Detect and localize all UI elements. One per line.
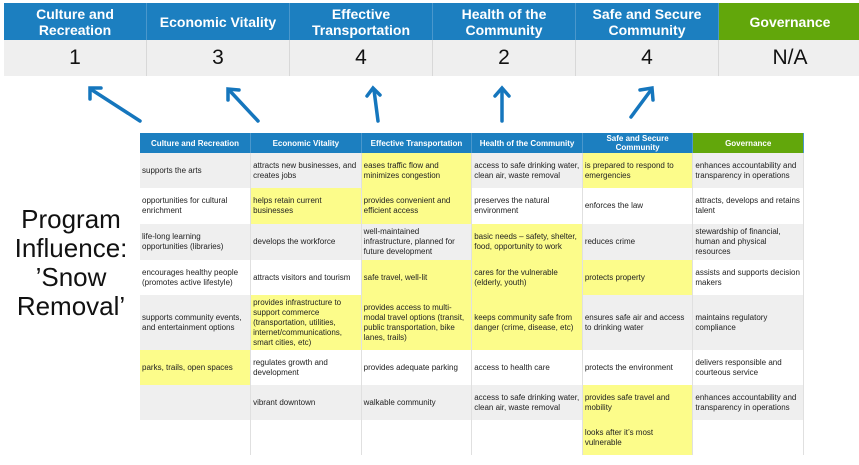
arrow-icon — [88, 86, 142, 123]
grid-cell: enhances accountability and transparency… — [692, 385, 804, 420]
category-header: Culture and Recreation — [4, 3, 147, 40]
grid-cell: parks, trails, open spaces — [140, 350, 252, 385]
label-line: Removal’ — [16, 291, 126, 321]
grid-cell: attracts, develops and retains talent — [692, 188, 804, 224]
table-row: parks, trails, open spaces regulates grow… — [140, 350, 804, 385]
grid-cell: provides convenient and efficient access — [361, 188, 473, 224]
grid-cell — [140, 420, 252, 455]
table-row: vibrant downtown walkable community access… — [140, 385, 804, 420]
grid-cell: basic needs – safety, shelter, food, opp… — [471, 224, 583, 260]
grid-cell: keeps community safe from danger (crime,… — [471, 295, 583, 350]
grid-cell: attracts new businesses, and creates job… — [250, 153, 362, 188]
category-header: Economic Vitality — [146, 3, 290, 40]
grid-cell: stewardship of financial, human and phys… — [692, 224, 804, 260]
grid-cell: vibrant downtown — [250, 385, 362, 420]
grid-cell: provides access to multi-modal travel op… — [361, 295, 473, 350]
grid-cell — [140, 385, 252, 420]
grid-cell: access to health care — [471, 350, 583, 385]
grid-cell: well-maintained infrastructure, planned … — [361, 224, 473, 260]
grid-cell: provides adequate parking — [361, 350, 473, 385]
grid-cell — [250, 420, 362, 455]
grid-cell: enhances accountability and transparency… — [692, 153, 804, 188]
grid-cell: supports community events, and entertain… — [140, 295, 252, 350]
grid-cell: protects the environment — [582, 350, 694, 385]
label-line: Influence: — [14, 233, 128, 263]
grid-cell — [361, 420, 473, 455]
grid-column-header: Economic Vitality — [250, 133, 362, 153]
category-score: 2 — [432, 40, 576, 76]
grid-cell: provides infrastructure to support comme… — [250, 295, 362, 350]
grid-column-header: Health of the Community — [471, 133, 583, 153]
grid-cell: eases traffic flow and minimizes congest… — [361, 153, 473, 188]
category-score: 4 — [289, 40, 433, 76]
grid-cell: regulates growth and development — [250, 350, 362, 385]
grid-column-header: Effective Transportation — [361, 133, 473, 153]
grid-cell: encourages healthy people (promotes acti… — [140, 260, 252, 295]
attributes-grid: Culture and Recreation Economic Vitality E… — [140, 133, 804, 455]
category-score: 3 — [146, 40, 290, 76]
table-row: opportunities for cultural enrichment hel… — [140, 188, 804, 224]
arrow-icon — [226, 87, 260, 123]
grid-cell: maintains regulatory compliance — [692, 295, 804, 350]
grid-cell: opportunities for cultural enrichment — [140, 188, 252, 224]
label-line: ’Snow — [35, 262, 107, 292]
grid-cell: access to safe drinking water, clean air… — [471, 153, 583, 188]
arrow-icon — [365, 85, 382, 123]
grid-column-header: Culture and Recreation — [140, 133, 252, 153]
grid-cell: is prepared to respond to emergencies — [582, 153, 694, 188]
grid-cell: delivers responsible and courteous servi… — [692, 350, 804, 385]
arrow-icon — [493, 85, 511, 123]
grid-cell: safe travel, well-lit — [361, 260, 473, 295]
table-row: looks after it’s most vulnerable — [140, 420, 804, 455]
arrows — [88, 85, 655, 123]
category-score: 1 — [4, 40, 147, 76]
grid-column-header: Governance — [692, 133, 804, 153]
grid-cell: ensures safe air and access to drinking … — [582, 295, 694, 350]
table-row: supports community events, and entertain… — [140, 295, 804, 350]
grid-cell: looks after it’s most vulnerable — [582, 420, 694, 455]
grid-cell: enforces the law — [582, 188, 694, 224]
scoreboard-table: Culture and Recreation Economic Vitality E… — [4, 3, 859, 76]
category-header: Health of the Community — [432, 3, 576, 40]
grid-cell — [692, 420, 804, 455]
grid-column-header: Safe and Secure Community — [582, 133, 694, 153]
table-row: supports the arts attracts new businesses… — [140, 153, 804, 188]
grid-cell: helps retain current businesses — [250, 188, 362, 224]
grid-cell: life-long learning opportunities (librar… — [140, 224, 252, 260]
category-score: N/A — [718, 40, 859, 76]
table-row: encourages healthy people (promotes acti… — [140, 260, 804, 295]
grid-cell: cares for the vulnerable (elderly, youth… — [471, 260, 583, 295]
grid-cell: walkable community — [361, 385, 473, 420]
grid-cell: protects property — [582, 260, 694, 295]
grid-cell: assists and supports decision makers — [692, 260, 804, 295]
grid-cell: attracts visitors and tourism — [250, 260, 362, 295]
grid-cell: supports the arts — [140, 153, 252, 188]
category-header: Governance — [718, 3, 859, 40]
grid-cell: reduces crime — [582, 224, 694, 260]
grid-cell — [471, 420, 583, 455]
arrow-icon — [629, 85, 655, 119]
grid-cell: develops the workforce — [250, 224, 362, 260]
grid-cell: access to safe drinking water, clean air… — [471, 385, 583, 420]
program-influence-label: Program Influence: ’Snow Removal’ — [0, 205, 142, 321]
category-score: 4 — [575, 40, 719, 76]
category-header: Effective Transportation — [289, 3, 433, 40]
category-header: Safe and Secure Community — [575, 3, 719, 40]
grid-cell: provides safe travel and mobility — [582, 385, 694, 420]
grid-cell: preserves the natural environment — [471, 188, 583, 224]
label-line: Program — [21, 204, 121, 234]
table-row: life-long learning opportunities (librar… — [140, 224, 804, 260]
